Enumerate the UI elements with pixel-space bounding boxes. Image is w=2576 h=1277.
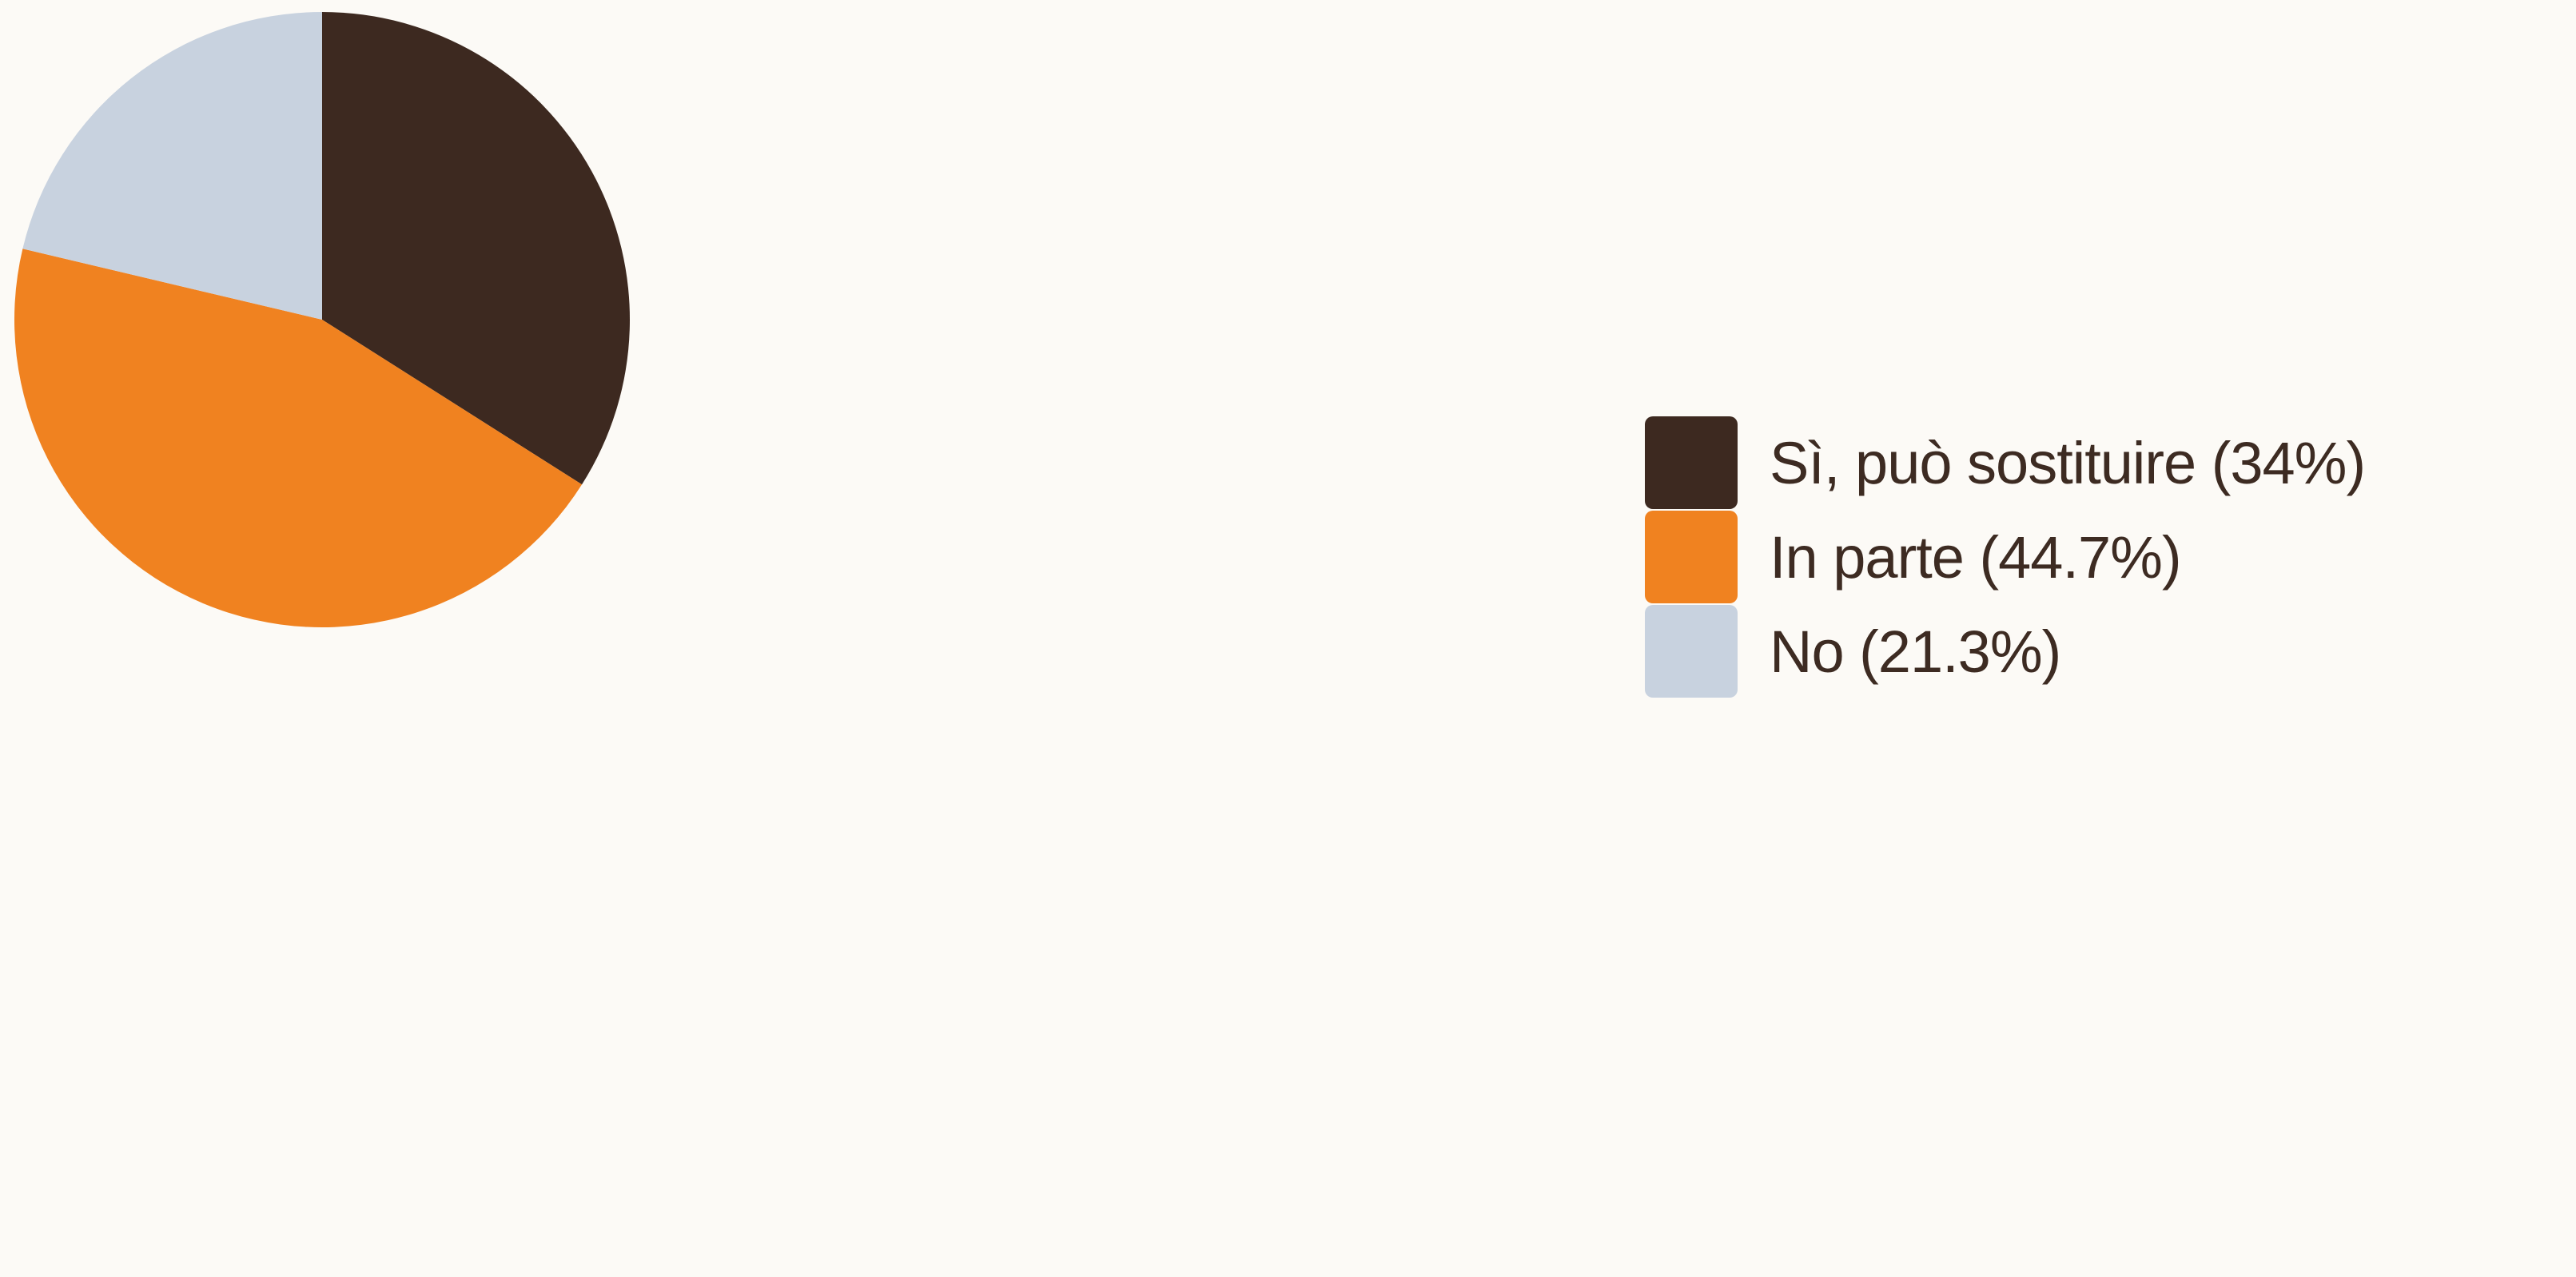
legend-item-si: Sì, può sostituire (34%) [1645,416,2366,510]
legend-swatch-no [1645,605,1738,698]
legend-label-no: No (21.3%) [1770,618,2061,685]
legend-swatch-in-parte [1645,511,1738,603]
legend-swatch-si [1645,416,1738,509]
chart-legend: Sì, può sostituire (34%) In parte (44.7%… [1645,416,2366,698]
legend-label-si: Sì, può sostituire (34%) [1770,429,2366,496]
pie-slice-in-parte [14,249,583,627]
legend-item-in-parte: In parte (44.7%) [1645,510,2365,604]
pie-slice-no [22,12,322,320]
legend-label-in-parte: In parte (44.7%) [1770,523,2182,591]
legend-item-no: No (21.3%) [1645,604,2365,698]
pie-slice-si [322,12,630,485]
